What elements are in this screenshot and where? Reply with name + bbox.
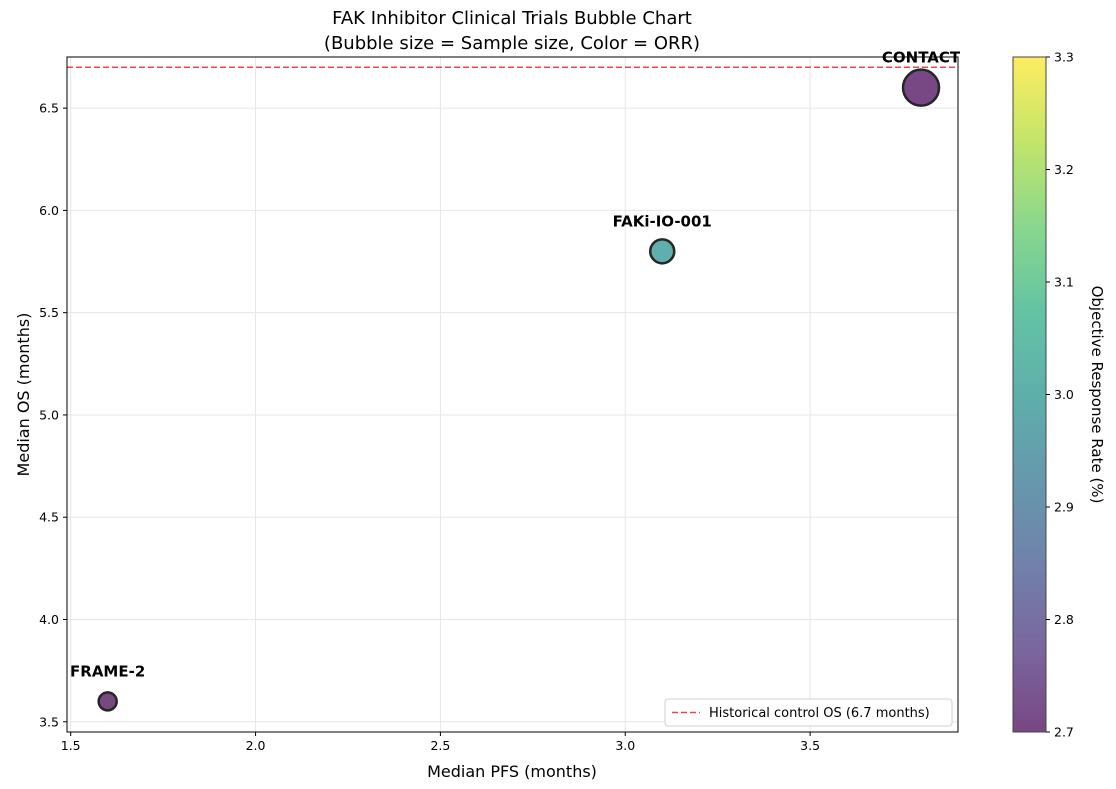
chart-title-line2: (Bubble size = Sample size, Color = ORR)	[324, 33, 700, 54]
chart-title-line1: FAK Inhibitor Clinical Trials Bubble Cha…	[332, 8, 692, 29]
colorbar	[1012, 56, 1047, 733]
colorbar-label: Objective Response Rate (%)	[1088, 286, 1106, 504]
legend: Historical control OS (6.7 months)	[664, 698, 953, 727]
colorbar-tick-label: 3.3	[1054, 50, 1074, 65]
colorbar-tick-label: 2.8	[1054, 612, 1074, 627]
colorbar-tick-label: 2.9	[1054, 500, 1074, 515]
bubble-label: FRAME-2	[70, 662, 145, 680]
bubble-label: CONTACT	[882, 49, 961, 67]
bubble-label: FAKi-IO-001	[613, 212, 712, 230]
y-tick-label: 4.5	[39, 510, 59, 525]
bubble	[648, 238, 676, 265]
bubbles	[97, 68, 941, 712]
colorbar-tick-label: 3.0	[1054, 387, 1074, 402]
y-tick-label: 4.0	[39, 612, 59, 627]
plot-frame	[66, 56, 959, 733]
x-axis-ticks: 1.5 2.0 2.5 3.0 3.5	[61, 732, 820, 753]
y-tick-label: 5.5	[39, 305, 59, 320]
colorbar-tick-label: 3.2	[1054, 162, 1074, 177]
x-tick-label: 2.5	[430, 738, 450, 753]
bubble	[97, 691, 118, 712]
x-tick-label: 3.0	[615, 738, 635, 753]
colorbar-ticks: 2.7 2.8 2.9 3.0 3.1 3.2 3.3	[1046, 50, 1074, 740]
y-axis-label: Median OS (months)	[14, 313, 33, 477]
x-tick-label: 2.0	[246, 738, 266, 753]
x-tick-label: 1.5	[61, 738, 81, 753]
legend-label: Historical control OS (6.7 months)	[709, 706, 930, 721]
y-tick-label: 6.5	[39, 101, 59, 116]
y-axis-ticks: 3.5 4.0 4.5 5.0 5.5 6.0 6.5	[39, 101, 67, 729]
bubble	[901, 68, 941, 107]
y-tick-label: 6.0	[39, 203, 59, 218]
x-tick-label: 3.5	[800, 738, 820, 753]
legend-box	[664, 698, 953, 727]
bubble-annotations: FRAME-2 FAKi-IO-001 CONTACT	[70, 49, 961, 681]
grid-lines	[67, 57, 958, 732]
colorbar-tick-label: 2.7	[1054, 725, 1074, 740]
x-axis-label: Median PFS (months)	[427, 762, 597, 781]
colorbar-tick-label: 3.1	[1054, 275, 1074, 290]
y-tick-label: 3.5	[39, 714, 59, 729]
y-tick-label: 5.0	[39, 407, 59, 422]
